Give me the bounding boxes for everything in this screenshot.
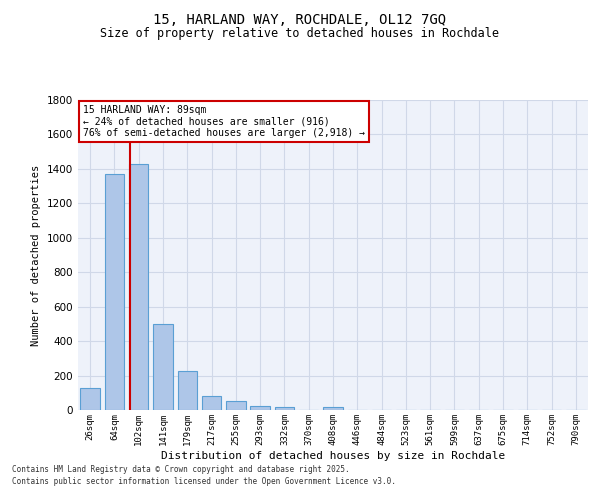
Bar: [105, 174, 124, 410]
Text: 15 HARLAND WAY: 89sqm
← 24% of detached houses are smaller (916)
76% of semi-det: 15 HARLAND WAY: 89sqm ← 24% of detached …: [83, 104, 365, 138]
Bar: [153, 324, 173, 410]
Bar: [250, 406, 270, 410]
Text: 15, HARLAND WAY, ROCHDALE, OL12 7GQ: 15, HARLAND WAY, ROCHDALE, OL12 7GQ: [154, 12, 446, 26]
Bar: [129, 164, 148, 410]
Text: Size of property relative to detached houses in Rochdale: Size of property relative to detached ho…: [101, 28, 499, 40]
Bar: [178, 371, 197, 410]
Bar: [323, 408, 343, 410]
Bar: [202, 396, 221, 410]
Bar: [80, 388, 100, 410]
Bar: [275, 406, 294, 410]
Text: Contains HM Land Registry data © Crown copyright and database right 2025.: Contains HM Land Registry data © Crown c…: [12, 466, 350, 474]
Y-axis label: Number of detached properties: Number of detached properties: [31, 164, 41, 346]
Text: Contains public sector information licensed under the Open Government Licence v3: Contains public sector information licen…: [12, 477, 396, 486]
X-axis label: Distribution of detached houses by size in Rochdale: Distribution of detached houses by size …: [161, 450, 505, 460]
Bar: [226, 402, 245, 410]
